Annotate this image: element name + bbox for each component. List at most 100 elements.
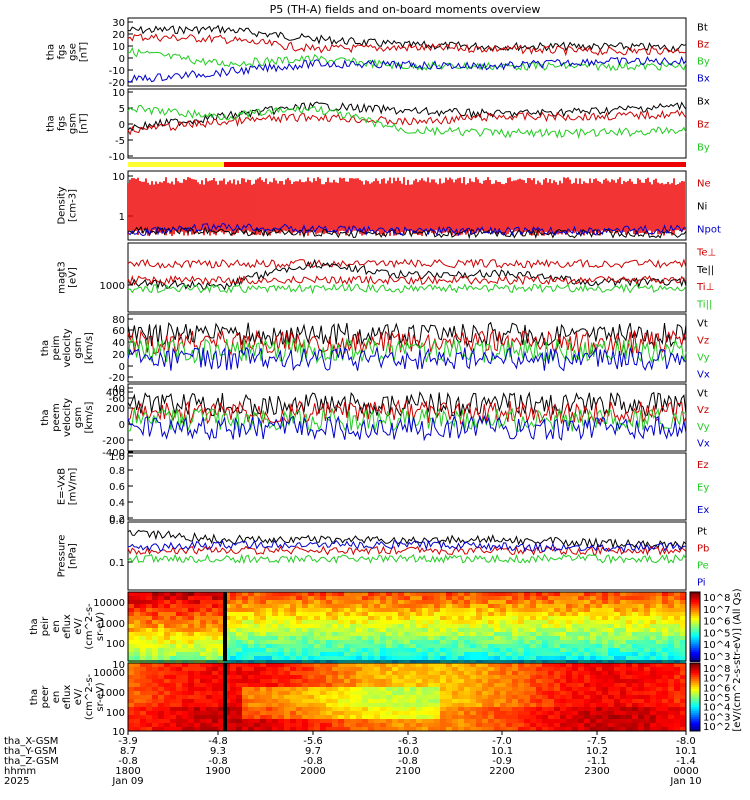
- spectrogram-cell: [182, 707, 188, 711]
- spectrogram-cell: [434, 592, 440, 596]
- spectrogram-cell: [152, 632, 158, 636]
- spectrogram-cell: [542, 612, 548, 616]
- spectrogram-cell: [338, 699, 344, 703]
- spectrogram-cell: [638, 667, 644, 671]
- spectrogram-cell: [554, 723, 560, 727]
- spectrogram-cell: [338, 596, 344, 600]
- colorbar-swatch: [690, 618, 700, 620]
- spectrogram-cell: [530, 604, 536, 608]
- colorbar-swatch: [690, 681, 700, 683]
- spectrogram-cell: [680, 640, 686, 644]
- spectrogram-cell: [218, 600, 224, 604]
- spectrogram-cell: [590, 683, 596, 687]
- spectrogram-cell: [464, 671, 470, 675]
- spectrogram-cell: [506, 624, 512, 628]
- spectrogram-cell: [254, 624, 260, 628]
- spectrogram-cell: [548, 656, 554, 660]
- legend-Pe: Pe: [697, 561, 709, 572]
- spectrogram-cell: [344, 675, 350, 679]
- spectrogram-cell: [578, 687, 584, 691]
- spectrogram-cell: [212, 620, 218, 624]
- spectrogram-cell: [392, 620, 398, 624]
- spectrogram-cell: [464, 675, 470, 679]
- spectrogram-cell: [230, 592, 236, 596]
- spectrogram-cell: [296, 628, 302, 632]
- spectrogram-cell: [380, 687, 386, 691]
- spectrogram-cell: [668, 660, 674, 664]
- spectrogram-cell: [638, 675, 644, 679]
- spectrogram-cell: [182, 592, 188, 596]
- spectrogram-cell: [440, 596, 446, 600]
- spectrogram-cell: [380, 679, 386, 683]
- spectrogram-cell: [326, 604, 332, 608]
- spectrogram-cell: [464, 727, 470, 731]
- spectrogram-cell: [590, 695, 596, 699]
- spectrogram-cell: [344, 715, 350, 719]
- spectrogram-cell: [410, 592, 416, 596]
- spectrogram-cell: [284, 620, 290, 624]
- spectrogram-cell: [260, 656, 266, 660]
- spectrogram-cell: [326, 671, 332, 675]
- spectrogram-cell: [308, 723, 314, 727]
- spectrogram-cell: [242, 683, 248, 687]
- spectrogram-cell: [194, 695, 200, 699]
- spectrogram-cell: [200, 660, 206, 664]
- spectrogram-cell: [572, 683, 578, 687]
- spectrogram-cell: [260, 644, 266, 648]
- spectrogram-cell: [152, 719, 158, 723]
- spectrogram-cell: [212, 600, 218, 604]
- spectrogram-cell: [170, 596, 176, 600]
- spectrogram-cell: [278, 707, 284, 711]
- spectrogram-cell: [320, 592, 326, 596]
- spectrogram-cell: [482, 667, 488, 671]
- spectrogram-cell: [440, 723, 446, 727]
- spectrogram-cell: [512, 663, 518, 667]
- spectrogram-cell: [146, 628, 152, 632]
- spectrogram-cell: [446, 644, 452, 648]
- spectrogram-cell: [260, 719, 266, 723]
- spectrogram-cell: [170, 679, 176, 683]
- spectrogram-cell: [362, 683, 368, 687]
- spectrogram-cell: [194, 624, 200, 628]
- spectrogram-cell: [530, 683, 536, 687]
- spectrogram-cell: [236, 644, 242, 648]
- spectrogram-cell: [308, 628, 314, 632]
- spectrogram-cell: [176, 679, 182, 683]
- spectrogram-cell: [278, 636, 284, 640]
- spectrogram-cell: [512, 636, 518, 640]
- spectrogram-cell: [368, 691, 374, 695]
- spectrogram-cell: [332, 608, 338, 612]
- spectrogram-cell: [206, 640, 212, 644]
- spectrogram-cell: [524, 652, 530, 656]
- spectrogram-cell: [554, 699, 560, 703]
- spectrogram-cell: [386, 640, 392, 644]
- spectrogram-cell: [128, 723, 134, 727]
- colorbar-swatch: [690, 689, 700, 691]
- spectrogram-cell: [440, 652, 446, 656]
- spectrogram-cell: [422, 624, 428, 628]
- spectrogram-cell: [464, 656, 470, 660]
- spectrogram-cell: [500, 600, 506, 604]
- spectrogram-cell: [584, 652, 590, 656]
- spectrogram-cell: [134, 703, 140, 707]
- spectrogram-cell: [662, 596, 668, 600]
- spectrogram-cell: [680, 600, 686, 604]
- spectrogram-cell: [644, 596, 650, 600]
- spectrogram-cell: [248, 663, 254, 667]
- spectrogram-cell: [350, 671, 356, 675]
- spectrogram-cell: [446, 703, 452, 707]
- spectrogram-cell: [272, 695, 278, 699]
- spectrogram-cell: [368, 667, 374, 671]
- spectrogram-cell: [176, 691, 182, 695]
- spectrogram-cell: [368, 636, 374, 640]
- spectrogram-cell: [656, 723, 662, 727]
- spectrogram-cell: [584, 711, 590, 715]
- spectrogram-cell: [158, 719, 164, 723]
- spectrogram-cell: [158, 715, 164, 719]
- spectrogram-cell: [422, 592, 428, 596]
- spectrogram-cell: [248, 620, 254, 624]
- spectrogram-cell: [278, 691, 284, 695]
- spectrogram-cell: [278, 711, 284, 715]
- spectrogram-cell: [572, 675, 578, 679]
- spectrogram-cell: [128, 640, 134, 644]
